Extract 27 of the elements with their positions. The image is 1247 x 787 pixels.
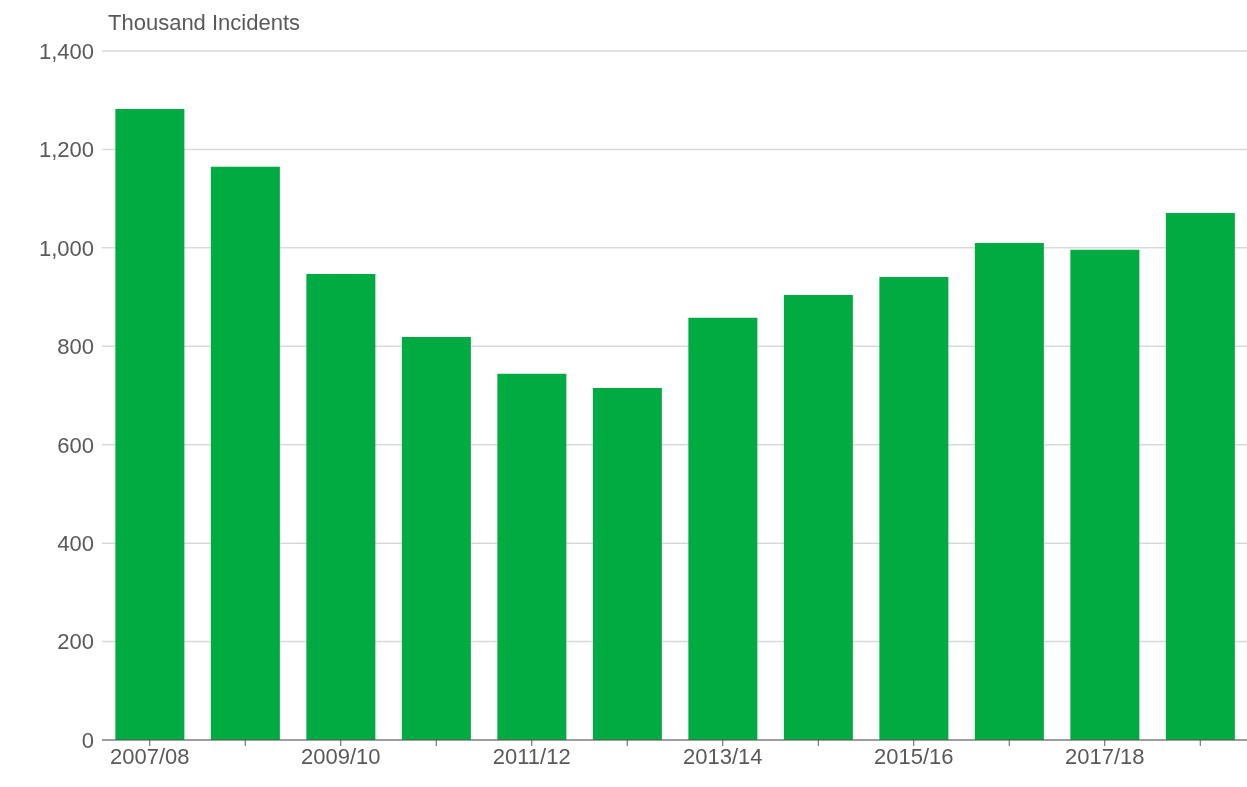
x-tick-label: 2013/14: [682, 743, 763, 769]
x-tick-label: 2007/08: [109, 743, 190, 769]
x-tick-label: 2017/18: [1064, 743, 1145, 769]
bar: [1070, 249, 1140, 740]
y-axis-title: Thousand Incidents: [108, 10, 301, 36]
y-tick-label: 1,000: [38, 235, 94, 261]
y-tick-label: 400: [57, 530, 94, 556]
bar: [401, 336, 471, 740]
bar: [497, 373, 567, 740]
y-tick-label: 800: [57, 334, 94, 360]
y-tick-label: 200: [57, 629, 94, 655]
x-tick-label: 2015/16: [873, 743, 954, 769]
bar: [210, 166, 280, 740]
bar: [592, 388, 662, 740]
bar: [115, 109, 185, 740]
x-tick-label: 2011/12: [492, 743, 571, 769]
bar: [879, 276, 949, 740]
bar: [974, 242, 1044, 740]
y-tick-label: 600: [57, 432, 94, 458]
y-tick-label: 1,200: [38, 137, 94, 163]
y-tick-label: 0: [81, 727, 94, 753]
bar: [306, 273, 376, 740]
bar: [1165, 212, 1235, 740]
bar: [783, 295, 853, 740]
x-tick-label: 2009/10: [300, 743, 381, 769]
bar: [688, 317, 758, 740]
y-tick-label: 1,400: [38, 38, 94, 64]
